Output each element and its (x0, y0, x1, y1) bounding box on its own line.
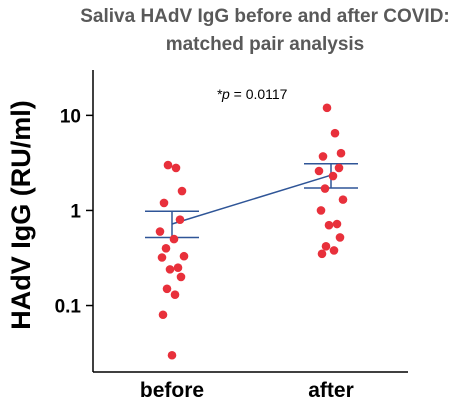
y-tick-label: 10 (60, 106, 81, 127)
data-point (161, 243, 171, 253)
x-category-after: after (308, 379, 354, 402)
data-point (176, 272, 186, 282)
data-point (321, 241, 331, 251)
data-point (157, 253, 167, 262)
data-point (324, 220, 334, 230)
data-point (332, 219, 342, 229)
data-point (335, 233, 345, 242)
data-point (322, 103, 332, 113)
y-ticks: 0.1 1 10 (55, 106, 93, 318)
y-tick-label: 0.1 (55, 297, 82, 318)
data-point (318, 152, 328, 161)
data-point (162, 284, 172, 294)
data-point (338, 195, 348, 204)
x-category-before: before (140, 379, 204, 402)
p-value-text: = 0.0117 (230, 86, 288, 102)
data-point (169, 234, 179, 244)
data-point (320, 184, 330, 193)
p-value-annotation: *p = 0.0117 (217, 86, 288, 102)
data-point (329, 246, 339, 255)
data-points (155, 103, 348, 360)
data-point (158, 310, 168, 320)
data-point (165, 265, 175, 274)
data-point (317, 249, 327, 259)
data-point (175, 215, 185, 224)
y-axis-label: HAdV IgG (RU/ml) (6, 100, 36, 330)
p-value-prefix: *p (217, 86, 230, 102)
data-point (177, 186, 187, 196)
data-point (179, 251, 189, 261)
data-point (163, 160, 173, 170)
data-point (316, 206, 326, 215)
data-point (336, 148, 346, 158)
chart-title-line2: matched pair analysis (166, 34, 365, 55)
data-point (328, 171, 338, 181)
x-categories: before after (140, 379, 354, 402)
data-point (314, 166, 324, 176)
data-point (159, 198, 169, 208)
data-point (155, 227, 165, 236)
y-tick-label: 1 (70, 201, 81, 222)
data-point (334, 163, 344, 173)
mean-connector-line (171, 174, 332, 225)
data-point (330, 128, 340, 138)
data-point (170, 290, 180, 300)
data-point (167, 350, 177, 360)
chart-title-line1: Saliva HAdV IgG before and after COVID: (80, 6, 450, 27)
data-point (173, 263, 183, 272)
mean-connector (171, 174, 332, 225)
data-point (171, 163, 181, 173)
